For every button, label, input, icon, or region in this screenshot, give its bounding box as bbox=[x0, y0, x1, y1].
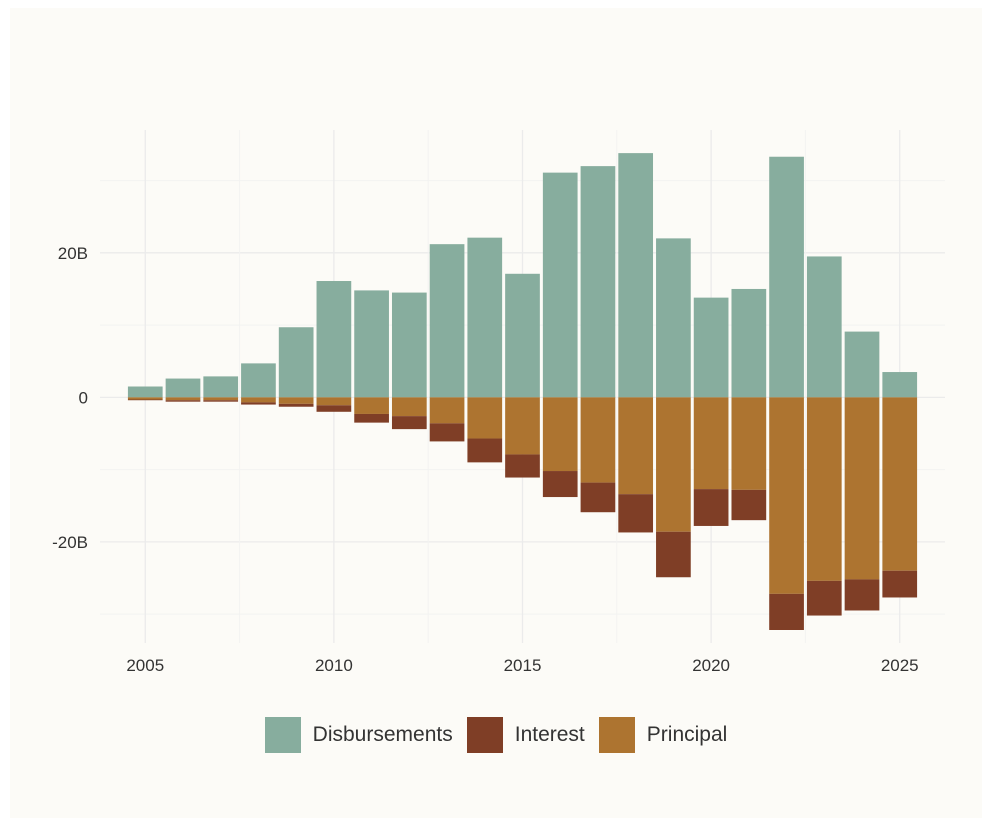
legend-swatch-disbursements bbox=[264, 717, 301, 753]
bar-principal bbox=[505, 397, 540, 455]
bar-interest bbox=[278, 403, 314, 407]
x-tick-label: 2010 bbox=[315, 656, 353, 675]
bar-principal bbox=[165, 397, 201, 401]
legend-item-principal: Principal bbox=[598, 717, 728, 753]
bar-principal bbox=[656, 397, 691, 532]
bar-interest bbox=[806, 580, 842, 616]
bar-principal bbox=[127, 397, 163, 400]
bar-interest bbox=[769, 593, 804, 630]
bar-interest bbox=[731, 489, 767, 521]
legend-swatch-principal bbox=[598, 717, 635, 753]
bar-interest bbox=[165, 400, 201, 402]
bar-interest bbox=[391, 416, 427, 430]
bar-principal bbox=[618, 397, 654, 495]
bar-interest bbox=[241, 402, 276, 405]
bar-disbursements bbox=[731, 288, 767, 398]
bar-principal bbox=[693, 397, 729, 490]
bar-disbursements bbox=[127, 386, 163, 398]
bar-interest bbox=[203, 400, 239, 402]
bar-interest bbox=[127, 399, 163, 401]
bar-interest bbox=[693, 489, 729, 526]
y-tick-label: 0 bbox=[79, 388, 88, 407]
bar-disbursements bbox=[203, 376, 239, 398]
bar-interest bbox=[467, 438, 503, 463]
legend-item-interest: Interest bbox=[466, 717, 585, 753]
bar-principal bbox=[542, 397, 578, 472]
chart-panel: -20B 0 20B 2005 2010 2015 2020 2025 Disbursemen… bbox=[10, 8, 982, 818]
bar-principal bbox=[203, 397, 239, 401]
bar-interest bbox=[882, 570, 918, 598]
bar-principal bbox=[241, 397, 276, 403]
bar-disbursements bbox=[656, 238, 691, 398]
bar-disbursements bbox=[165, 378, 201, 398]
x-tick-label: 2025 bbox=[881, 656, 919, 675]
x-tick-label: 2015 bbox=[504, 656, 542, 675]
bar-principal bbox=[429, 397, 465, 424]
y-tick-label: -20B bbox=[52, 533, 88, 552]
bar-disbursements bbox=[354, 290, 389, 398]
bar-principal bbox=[806, 397, 842, 581]
bar-interest bbox=[429, 423, 465, 442]
bar-interest bbox=[505, 454, 540, 478]
bar-principal bbox=[769, 397, 804, 594]
bar-disbursements bbox=[429, 244, 465, 398]
bar-disbursements bbox=[844, 331, 880, 398]
legend-item-disbursements: Disbursements bbox=[264, 717, 453, 753]
bar-principal bbox=[391, 397, 427, 417]
stacked-bar-chart: -20B 0 20B 2005 2010 2015 2020 2025 bbox=[52, 130, 945, 675]
legend-label-interest: Interest bbox=[514, 723, 585, 746]
bar-interest bbox=[542, 471, 578, 498]
bar-disbursements bbox=[618, 153, 654, 398]
bar-disbursements bbox=[769, 156, 804, 398]
bar-interest bbox=[844, 579, 880, 611]
bar-disbursements bbox=[882, 372, 918, 398]
bar-principal bbox=[844, 397, 880, 580]
y-tick-label: 20B bbox=[58, 244, 88, 263]
bar-disbursements bbox=[391, 292, 427, 398]
legend-label-disbursements: Disbursements bbox=[312, 723, 453, 746]
x-tick-label: 2020 bbox=[692, 656, 730, 675]
bar-disbursements bbox=[580, 166, 616, 398]
bar-disbursements bbox=[467, 237, 503, 398]
bar-disbursements bbox=[278, 327, 314, 398]
bar-principal bbox=[882, 397, 918, 571]
legend-swatch-interest bbox=[466, 717, 503, 753]
bar-disbursements bbox=[806, 256, 842, 398]
bar-principal bbox=[467, 397, 503, 439]
bar-disbursements bbox=[316, 281, 352, 398]
bar-interest bbox=[580, 482, 616, 513]
bar-interest bbox=[316, 405, 352, 412]
bar-principal bbox=[278, 397, 314, 404]
bar-disbursements bbox=[693, 297, 729, 398]
bar-disbursements bbox=[241, 363, 276, 398]
bar-principal bbox=[580, 397, 616, 483]
bar-disbursements bbox=[505, 273, 540, 398]
bar-interest bbox=[618, 494, 654, 533]
legend-label-principal: Principal bbox=[646, 723, 728, 746]
bar-principal bbox=[316, 397, 352, 406]
x-tick-label: 2005 bbox=[126, 656, 164, 675]
legend: Disbursements Interest Principal bbox=[10, 710, 982, 760]
bar-principal bbox=[354, 397, 389, 414]
bar-interest bbox=[656, 531, 691, 578]
bar-interest bbox=[354, 413, 389, 423]
bar-principal bbox=[731, 397, 767, 490]
bar-disbursements bbox=[542, 172, 578, 398]
